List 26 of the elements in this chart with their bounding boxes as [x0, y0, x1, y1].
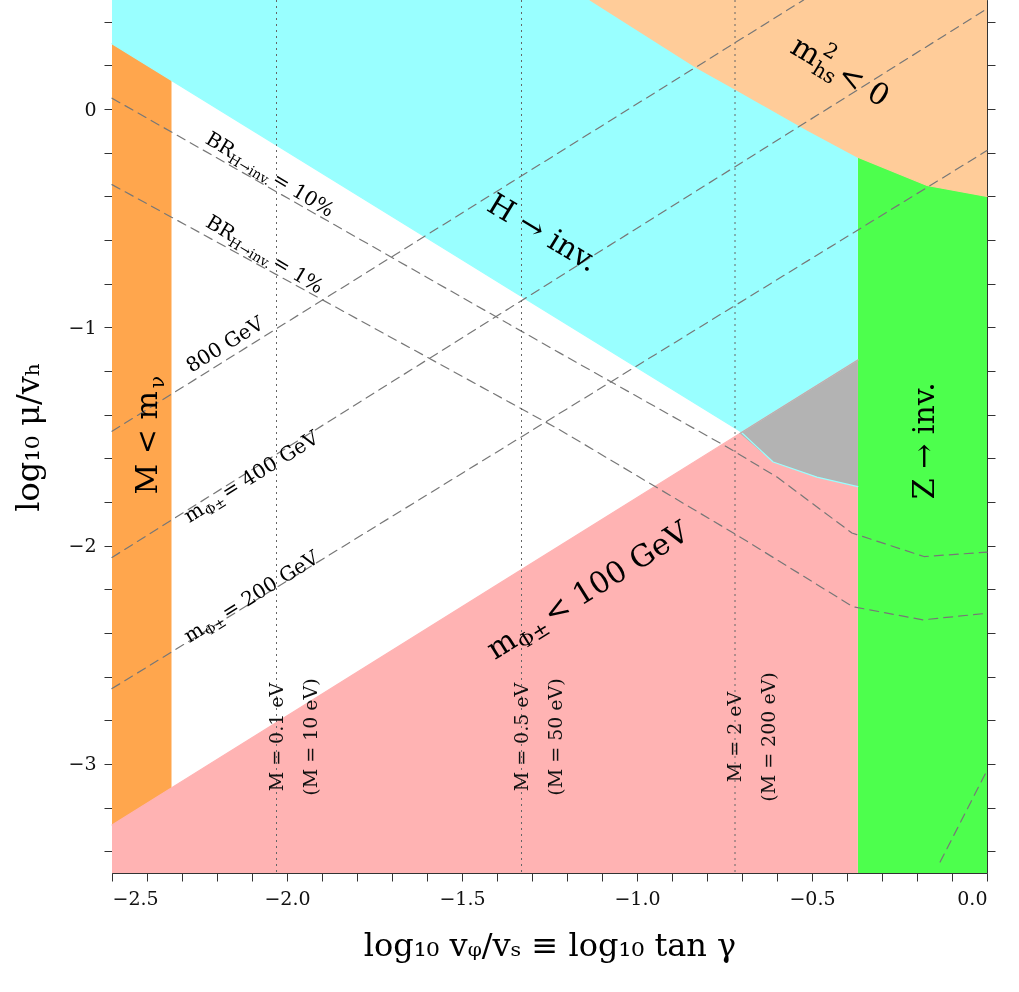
text: H → inv.	[481, 185, 605, 279]
x-axis-title: log₁₀ vᵩ/vₛ ≡ log₁₀ tan γ	[363, 925, 737, 964]
x-tick-label: 0.0	[957, 886, 988, 909]
x-tick-label: −0.5	[789, 886, 836, 909]
y-axis-title: log₁₀ μ/vₕ	[9, 362, 48, 512]
text: mΦ± = 400 GeV	[179, 424, 324, 528]
x-tick-label: −2.0	[264, 886, 311, 909]
y-tick-label: −1	[68, 315, 97, 338]
y-tick-label: −3	[68, 752, 97, 775]
text: mΦ± = 200 GeV	[179, 544, 324, 648]
text: M = 2 eV	[723, 691, 745, 783]
text: M = 0.1 eV	[264, 682, 287, 792]
text: 800 GeV	[181, 310, 269, 378]
text: (M = 50 eV)	[543, 678, 566, 796]
text: mΦ± < 100 GeV	[479, 512, 697, 667]
text: (M = 200 eV)	[757, 672, 779, 802]
x-tick-label: −2.5	[112, 886, 159, 909]
band-label: Z → inv.	[906, 382, 941, 500]
text: M = 0.5 eV	[509, 682, 532, 792]
text: m2hs < 0	[785, 27, 897, 114]
band-label: M < mν	[129, 375, 169, 495]
text: (M = 10 eV)	[298, 678, 321, 796]
x-tick-label: −1.5	[439, 886, 486, 909]
x-tick-label: −1.0	[614, 886, 661, 909]
y-tick-label: 0	[84, 97, 97, 120]
y-tick-label: −2	[68, 534, 97, 557]
